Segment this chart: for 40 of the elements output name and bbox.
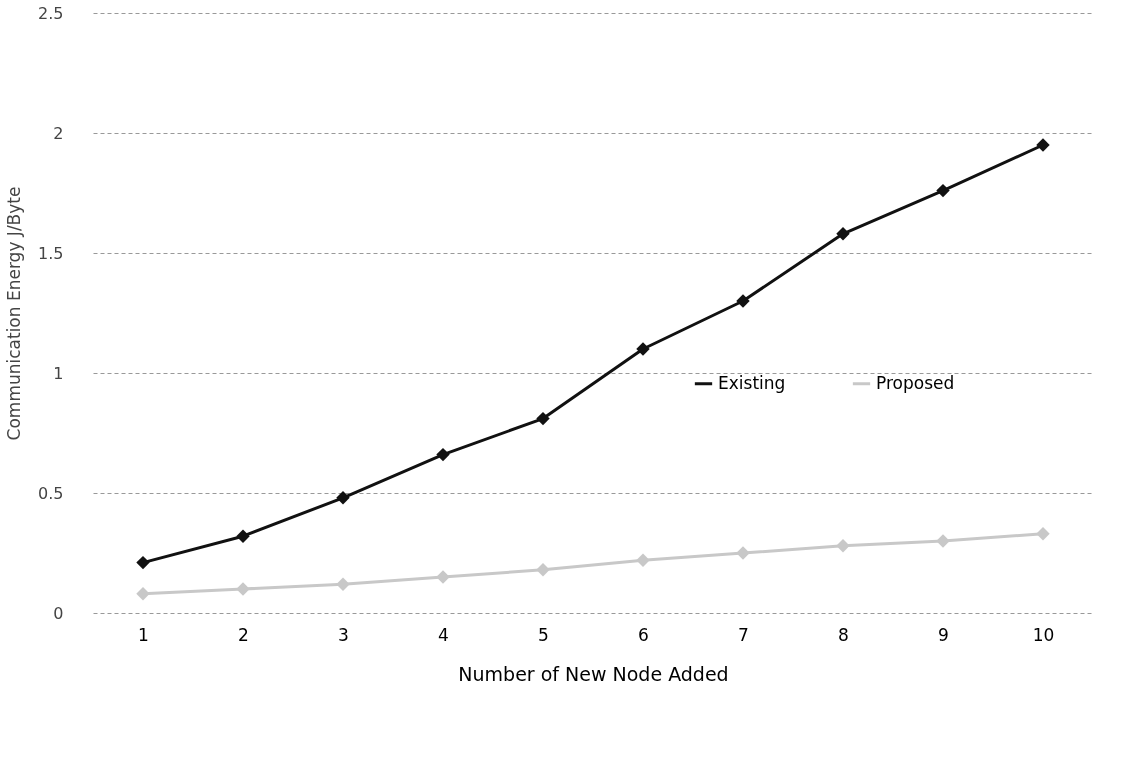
point <box>936 183 950 198</box>
point <box>736 546 750 560</box>
y-tick-label: 2.5 <box>38 3 64 23</box>
point <box>1036 527 1050 541</box>
y-tick-label: 2 <box>53 123 64 143</box>
point <box>436 447 450 462</box>
point <box>736 294 750 308</box>
point <box>136 587 150 601</box>
point <box>336 491 350 505</box>
point <box>336 577 350 591</box>
y-tick-label: 1.5 <box>38 243 64 263</box>
y-tick-label: 1 <box>53 363 64 383</box>
y-tick-label: 0 <box>53 603 64 623</box>
x-tick-label: 8 <box>838 624 849 645</box>
point <box>936 534 950 548</box>
x-tick-label: 5 <box>538 624 549 645</box>
point <box>236 582 250 596</box>
legend-label: Proposed <box>876 372 955 393</box>
legend-label: Existing <box>718 372 786 393</box>
x-axis-title: Number of New Node Added <box>458 662 729 685</box>
point <box>636 342 650 356</box>
point <box>1036 138 1050 152</box>
x-tick-label: 2 <box>238 624 249 645</box>
point <box>236 529 250 543</box>
point <box>636 553 650 567</box>
x-tick-label: 6 <box>638 624 649 645</box>
point <box>136 555 150 570</box>
x-tick-label: 9 <box>938 624 949 645</box>
y-axis-title: Communication Energy J/Byte <box>4 186 25 441</box>
point <box>836 227 850 241</box>
point <box>536 411 550 426</box>
y-tick-label: 0.5 <box>38 483 64 503</box>
x-tick-label: 7 <box>738 624 749 645</box>
point <box>436 570 450 584</box>
point <box>836 539 850 553</box>
x-tick-label: 1 <box>138 624 149 645</box>
point <box>536 563 550 577</box>
x-tick-label: 3 <box>338 624 349 645</box>
x-tick-label: 4 <box>438 624 449 645</box>
x-tick-label: 10 <box>1032 624 1055 645</box>
